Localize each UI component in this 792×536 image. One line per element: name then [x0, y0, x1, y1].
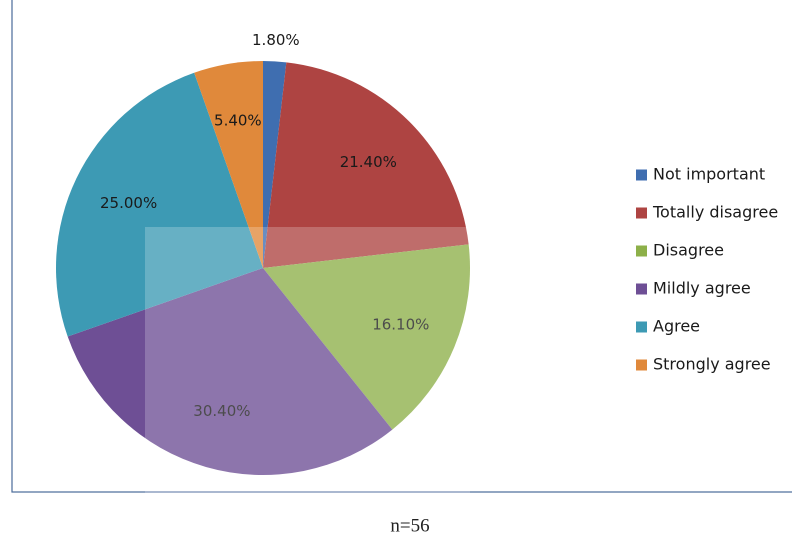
pie-slice: [55, 72, 263, 337]
legend-label: Not important: [653, 165, 765, 184]
watermark: [145, 227, 470, 497]
legend-label: Strongly agree: [653, 355, 771, 374]
legend-swatch: [636, 207, 647, 219]
pie: 1.80% 21.40% 16.10% 30.40% 25.00% 5.40%: [55, 31, 471, 475]
pie-slice: [263, 244, 471, 430]
data-label: 30.40%: [193, 402, 250, 420]
sample-size-note: n=56: [390, 515, 429, 536]
pie-slice: [67, 268, 393, 475]
pie-slice: [194, 61, 263, 268]
legend: Not important Totally disagree Disagree Mil…: [636, 165, 778, 374]
pie-slice: [263, 62, 469, 268]
pie-slice: [263, 61, 287, 268]
data-label: 5.40%: [214, 112, 262, 130]
legend-label: Totally disagree: [652, 203, 778, 222]
legend-swatch: [636, 245, 647, 257]
legend-label: Mildly agree: [653, 279, 751, 298]
legend-label: Disagree: [653, 241, 724, 260]
legend-swatch: [636, 169, 647, 181]
data-label: 16.10%: [372, 315, 429, 333]
data-label: 1.80%: [252, 31, 300, 49]
legend-label: Agree: [653, 317, 700, 336]
legend-swatch: [636, 321, 647, 333]
legend-swatch: [636, 359, 647, 371]
data-label: 25.00%: [100, 194, 157, 212]
legend-swatch: [636, 283, 647, 295]
data-label: 21.40%: [340, 153, 397, 171]
